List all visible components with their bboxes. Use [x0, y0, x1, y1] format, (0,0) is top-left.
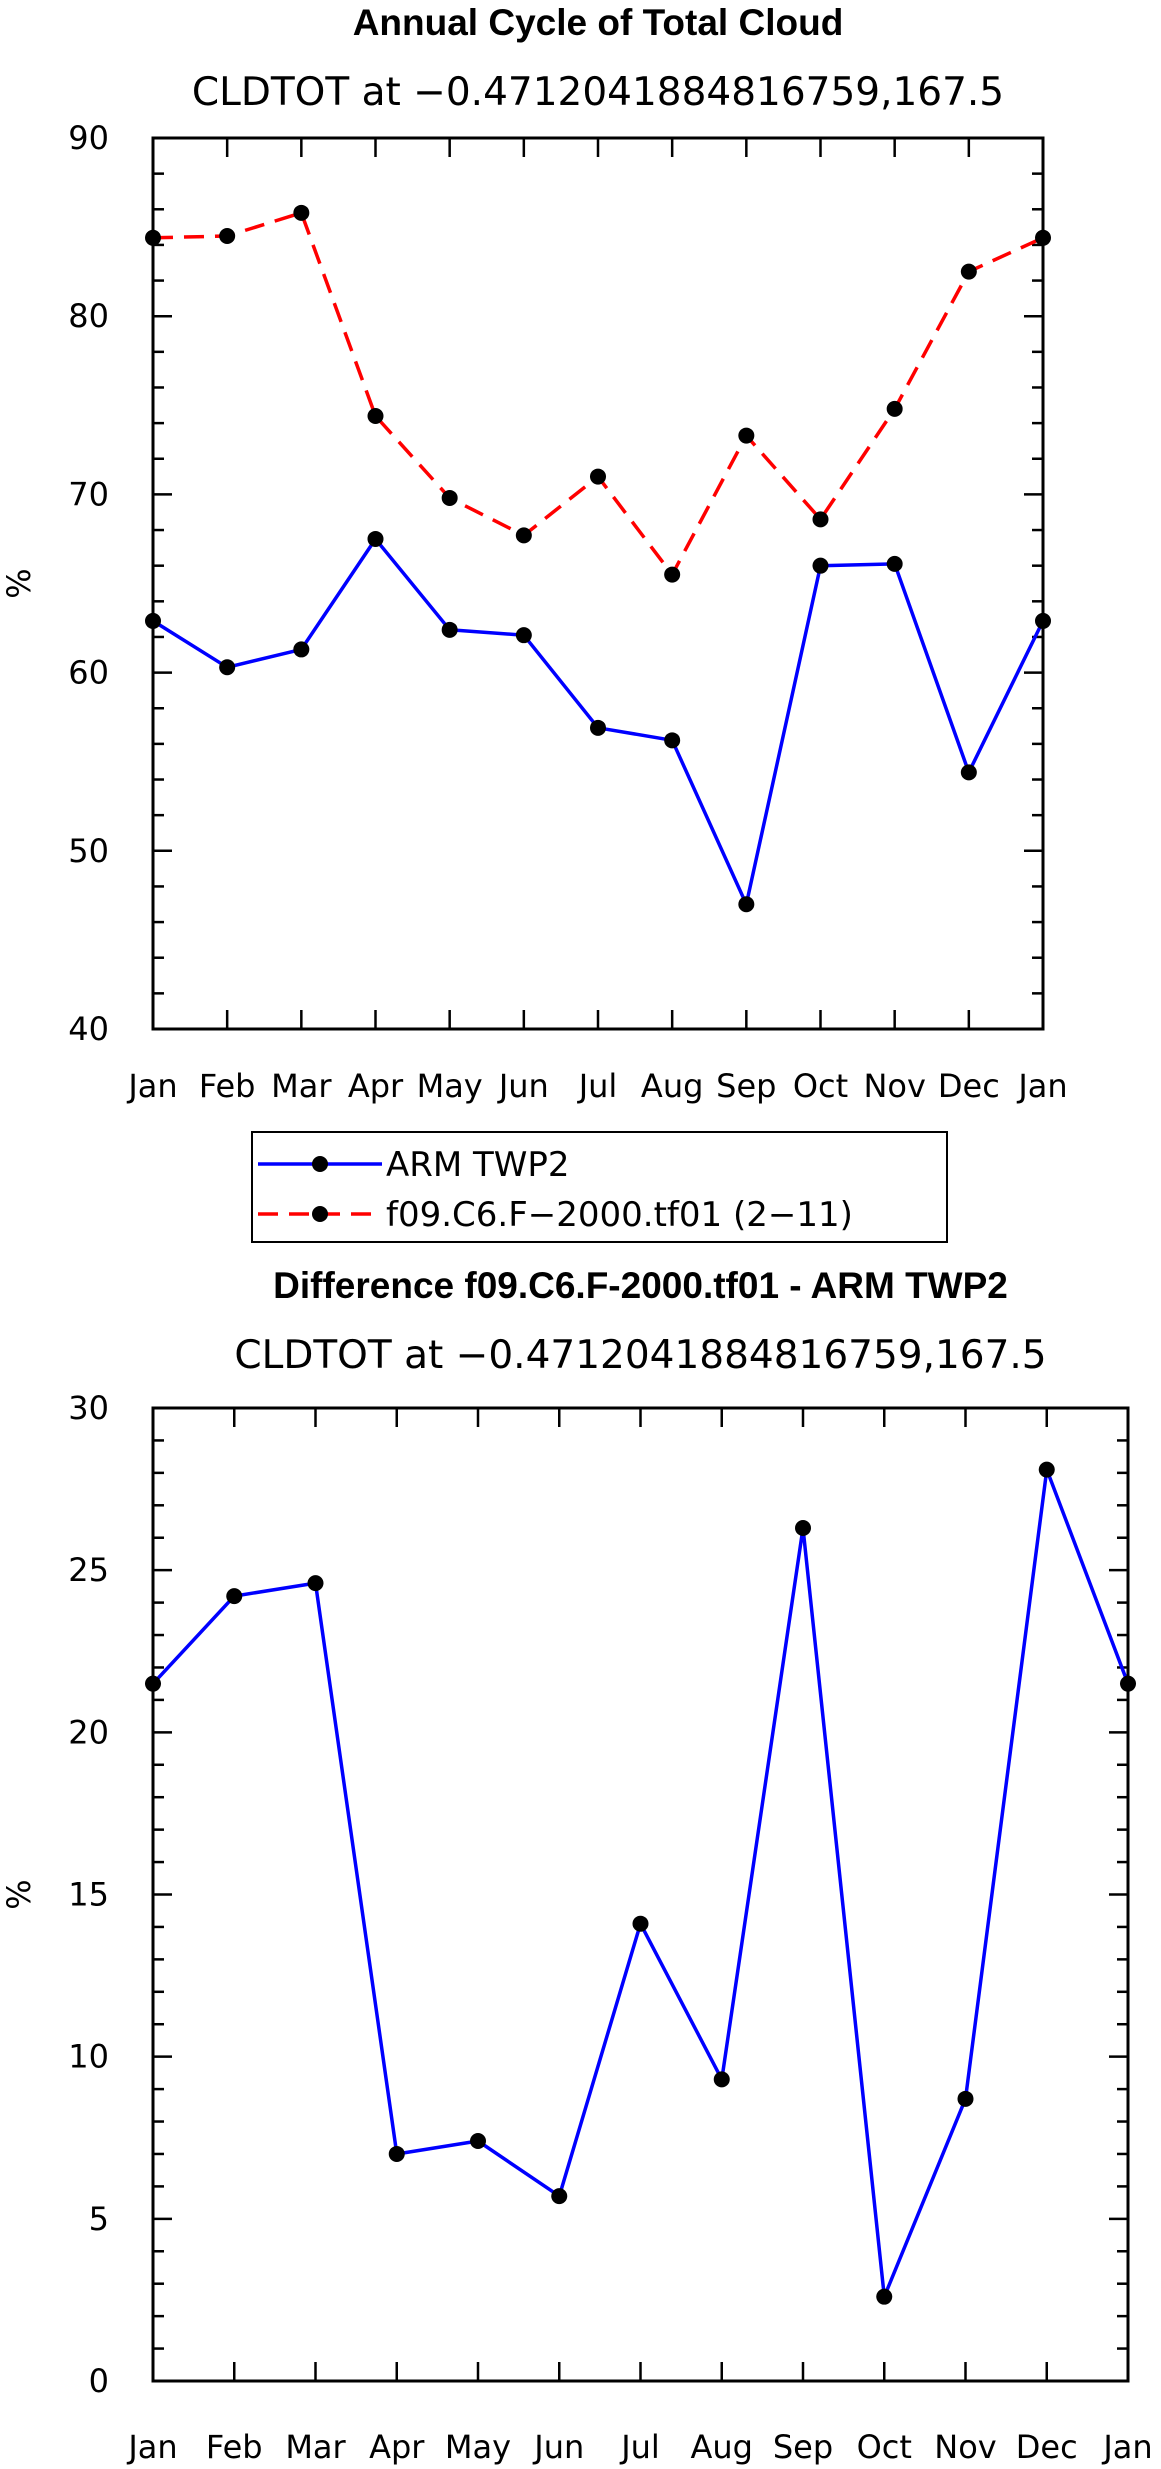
data-point	[219, 228, 236, 245]
x-tick-label: Dec	[938, 1067, 1000, 1105]
y-tick-label: 80	[68, 297, 109, 335]
x-tick-label: Jul	[577, 1067, 618, 1105]
y-tick-label: 25	[68, 1551, 109, 1589]
data-point	[441, 621, 458, 638]
data-point	[738, 427, 755, 444]
data-point	[307, 1575, 324, 1592]
x-tick-label: Jan	[126, 1067, 177, 1105]
data-point	[515, 527, 532, 544]
series-line-1	[151, 1467, 1130, 2299]
x-tick-label: Sep	[716, 1067, 776, 1105]
y-tick-label: 40	[68, 1010, 109, 1048]
data-point	[590, 468, 606, 485]
x-tick-label: Mar	[271, 1067, 332, 1105]
chart-2: Difference f09.C6.F-2000.tf01 - ARM TWP2…	[0, 1265, 1153, 2466]
x-tick-label: Jun	[497, 1067, 549, 1105]
chart-subtitle: CLDTOT at −0.4712041884816759,167.5	[234, 1333, 1046, 1378]
data-point	[1035, 612, 1051, 629]
y-tick-label: 15	[68, 1876, 109, 1914]
data-point	[388, 2145, 405, 2162]
chart-subtitle: CLDTOT at −0.4712041884816759,167.5	[192, 70, 1004, 115]
plot-frame	[151, 1406, 1130, 2383]
data-point	[876, 2288, 893, 2305]
data-point	[219, 659, 236, 676]
data-point	[367, 530, 384, 547]
y-tick-label: 70	[68, 475, 109, 513]
legend-label-2: f09.C6.F−2000.tf01 (2−11)	[386, 1195, 853, 1235]
data-point	[886, 555, 903, 572]
y-axis-label: %	[0, 1879, 38, 1909]
data-point	[812, 557, 829, 574]
data-point	[367, 407, 384, 424]
data-point	[632, 1915, 649, 1932]
x-tick-label: Aug	[641, 1067, 703, 1105]
y-tick-label: 0	[89, 2362, 109, 2400]
x-tick-label: Oct	[857, 2428, 912, 2466]
x-tick-label: Dec	[1016, 2428, 1078, 2466]
x-tick-label: Mar	[285, 2428, 346, 2466]
data-point	[960, 263, 977, 280]
x-tick-label: Aug	[691, 2428, 753, 2466]
data-point	[795, 1520, 811, 1537]
y-tick-label: 20	[68, 1713, 109, 1751]
legend-label-1: ARM TWP2	[386, 1145, 570, 1185]
x-tick-label: Jan	[126, 2428, 177, 2466]
x-tick-label: May	[445, 2428, 511, 2466]
y-tick-label: 5	[89, 2200, 109, 2238]
y-tick-label: 30	[68, 1389, 109, 1427]
legend: ARM TWP2 f09.C6.F−2000.tf01 (2−11)	[251, 1131, 948, 1243]
data-point	[713, 2071, 730, 2088]
y-tick-label: 90	[68, 119, 109, 157]
data-point	[1038, 1461, 1055, 1478]
data-point	[551, 2188, 568, 2205]
data-point	[515, 627, 532, 644]
x-tick-label: Apr	[369, 2428, 425, 2466]
plot-frame	[151, 136, 1045, 1031]
legend-marker-1	[312, 1156, 328, 1172]
data-point	[590, 719, 606, 736]
x-tick-label: Apr	[348, 1067, 404, 1105]
y-tick-label: 10	[68, 2038, 109, 2076]
x-tick-label: Sep	[773, 2428, 833, 2466]
y-axis-label: %	[0, 568, 38, 598]
data-point	[960, 764, 977, 781]
data-point	[886, 400, 903, 417]
data-point	[1120, 1675, 1136, 1692]
x-tick-label: Jan	[1016, 1067, 1067, 1105]
data-point	[145, 1675, 161, 1692]
data-point	[293, 641, 310, 658]
x-tick-label: Jan	[1101, 2428, 1152, 2466]
chart-title: Difference f09.C6.F-2000.tf01 - ARM TWP2	[273, 1265, 1008, 1306]
data-point	[957, 2090, 974, 2107]
x-tick-label: Nov	[934, 2428, 996, 2466]
legend-box	[251, 1131, 948, 1243]
y-tick-label: 60	[68, 654, 109, 692]
y-tick-label: 50	[68, 832, 109, 870]
x-tick-label: Jun	[532, 2428, 584, 2466]
legend-marker-2	[312, 1206, 328, 1222]
data-point	[470, 2132, 486, 2149]
x-tick-label: Jul	[619, 2428, 660, 2466]
data-point	[664, 732, 681, 749]
data-point	[226, 1588, 243, 1605]
data-point	[812, 511, 829, 528]
x-tick-label: Feb	[199, 1067, 256, 1105]
data-point	[293, 204, 310, 221]
data-point	[664, 566, 681, 583]
data-point	[145, 612, 161, 629]
x-tick-label: May	[417, 1067, 483, 1105]
x-tick-label: Feb	[206, 2428, 263, 2466]
data-point	[441, 489, 458, 506]
x-tick-label: Oct	[793, 1067, 848, 1105]
data-point	[145, 229, 161, 246]
data-point	[1035, 229, 1051, 246]
data-point	[738, 896, 755, 913]
chart-title: Annual Cycle of Total Cloud	[353, 2, 844, 43]
series-line-2	[152, 211, 1044, 577]
chart-1: Annual Cycle of Total Cloud CLDTOT at −0.…	[0, 2, 1068, 1243]
x-tick-label: Nov	[863, 1067, 925, 1105]
